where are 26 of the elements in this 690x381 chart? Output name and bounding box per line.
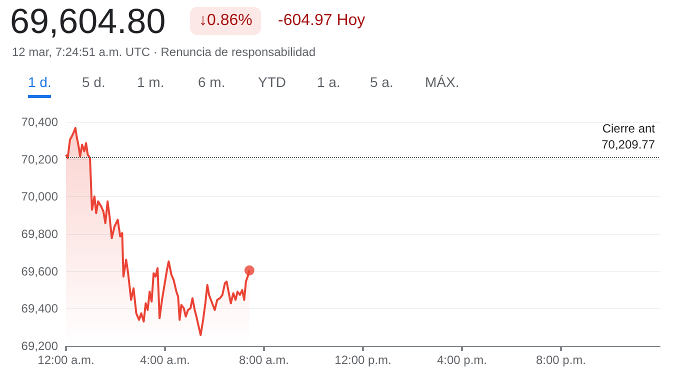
text: 5 a.: [370, 74, 394, 92]
text: 1 a.: [317, 74, 340, 92]
text: 5 d.: [82, 74, 106, 92]
x-tick-label: 4:00 p.m.: [436, 353, 488, 367]
ref-line-label: Cierre ant 70,209.77: [602, 122, 656, 152]
x-tick-label: 4:00 a.m.: [140, 353, 190, 367]
y-tick-label: 69,200: [21, 339, 58, 353]
chart-title: 69,604.80: [10, 2, 166, 42]
y-tick-label: 69,600: [21, 264, 58, 278]
text: 1 m.: [137, 74, 164, 92]
chart-subtitle: 12 mar, 7:24:51 a.m. UTC · Renuncia de responsabilidad: [12, 45, 316, 59]
text: 6 m.: [198, 74, 226, 92]
text: ↓0.86%: [190, 7, 262, 35]
text: -604.97 Hoy: [278, 12, 366, 30]
text: 1 d.: [28, 74, 52, 98]
x-tick-label: 12:00 p.m.: [334, 353, 392, 367]
y-tick-label: 70,400: [21, 115, 58, 129]
text: MÁX.: [425, 74, 460, 92]
y-tick-label: 69,800: [21, 227, 58, 241]
x-tick-label: 12:00 a.m.: [38, 353, 94, 367]
x-tick-label: 8:00 a.m.: [238, 353, 290, 367]
x-tick-label: 8:00 p.m.: [536, 353, 586, 367]
y-tick-label: 70,000: [21, 190, 58, 204]
y-tick-label: 70,200: [21, 152, 58, 166]
text: YTD: [258, 74, 286, 92]
y-tick-label: 69,400: [21, 302, 58, 316]
